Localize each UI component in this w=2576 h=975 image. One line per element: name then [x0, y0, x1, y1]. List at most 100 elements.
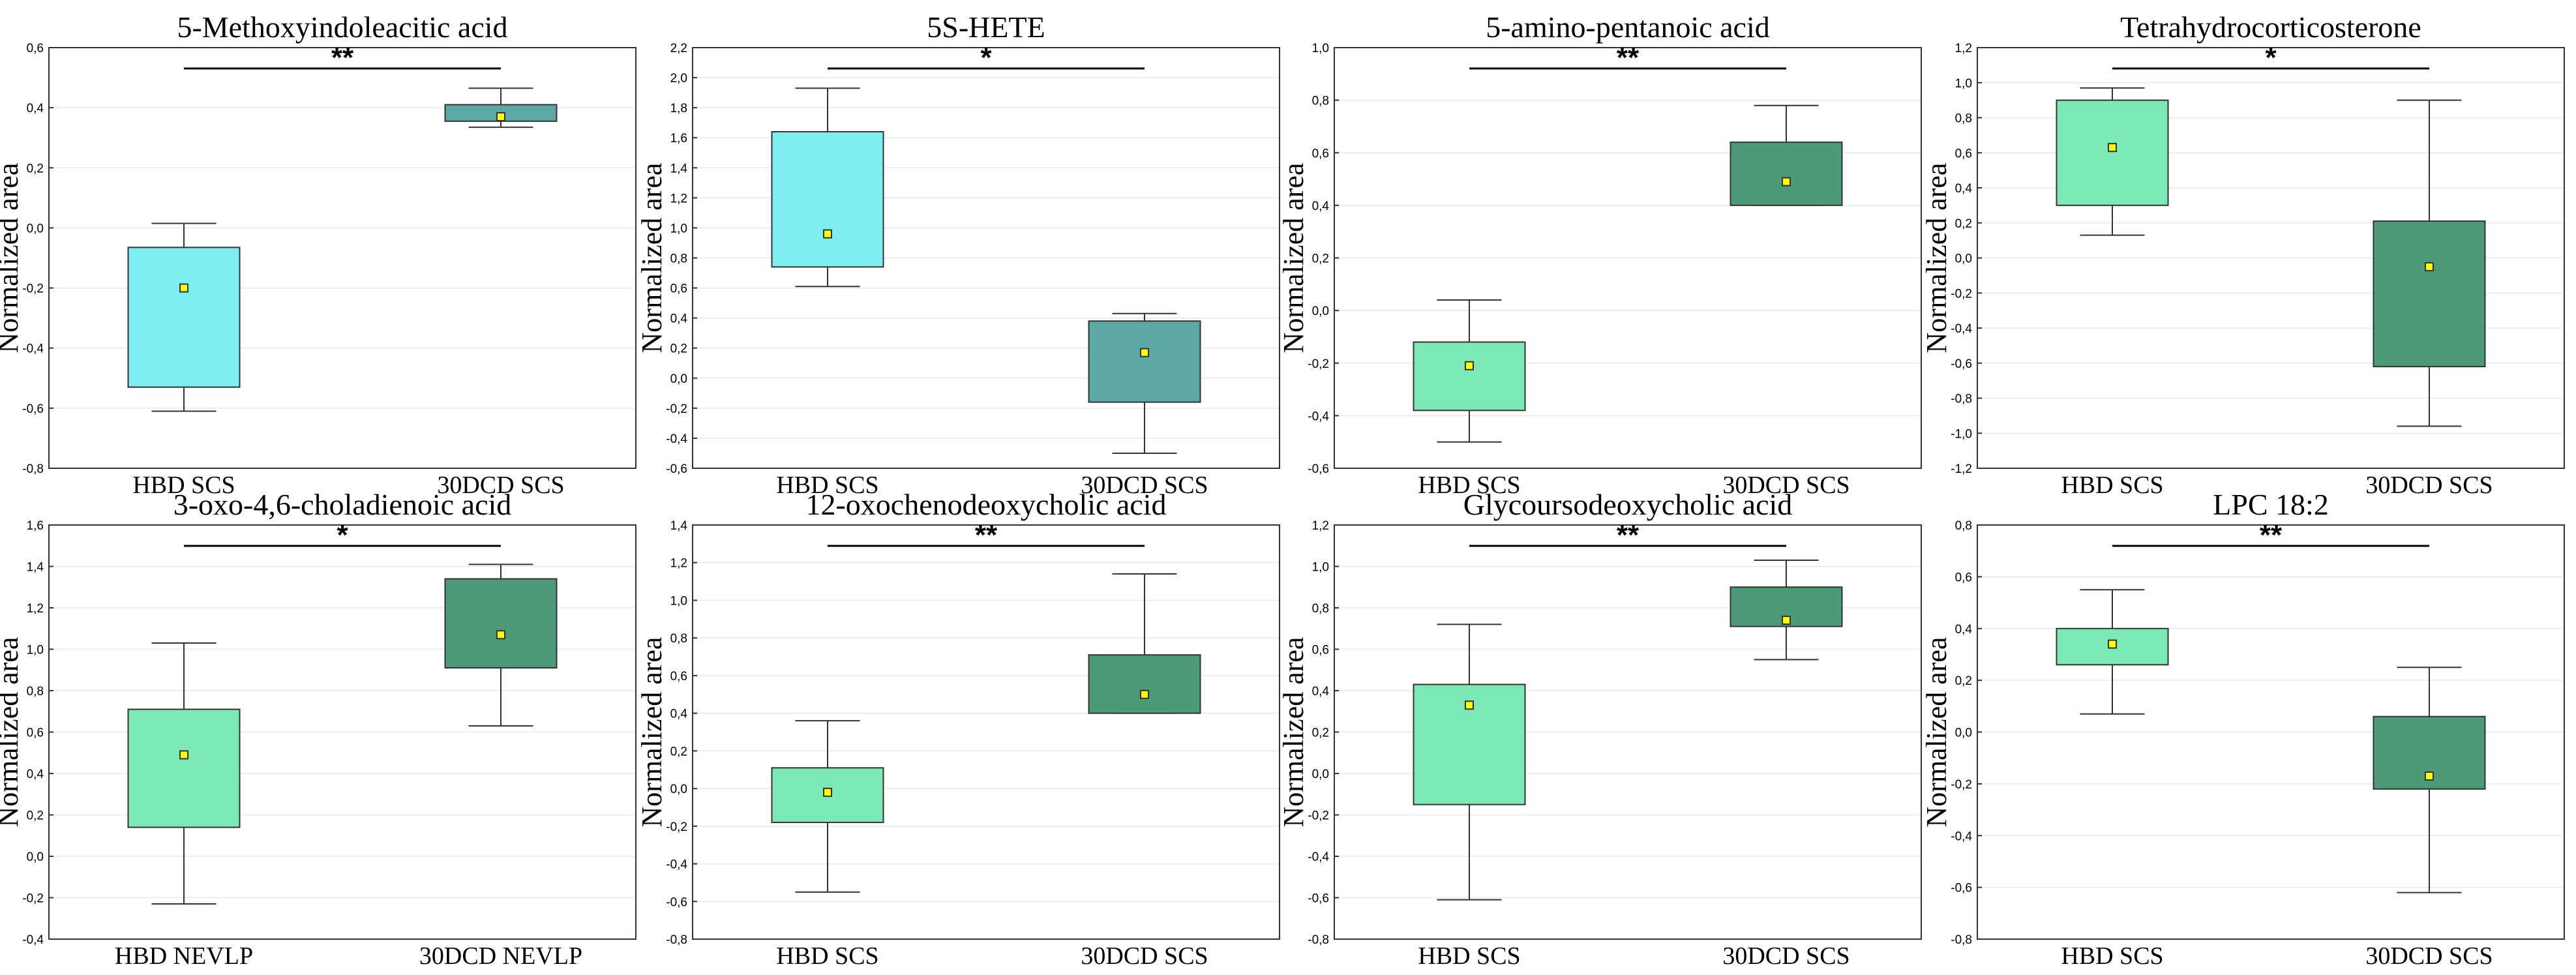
- mean-marker: [179, 283, 188, 293]
- y-tick-label: -0,4: [1951, 830, 1972, 843]
- box-iqr: [444, 578, 558, 669]
- y-axis-label: Normalized area: [636, 637, 668, 828]
- x-category-label: 30DCD SCS: [1081, 942, 1208, 970]
- mean-marker: [1465, 700, 1474, 710]
- y-tick-label: 0,2: [27, 162, 44, 175]
- y-tick-label: -0,4: [666, 432, 687, 446]
- chart-panel-5: -0,4 -0,2 0,0 0,2 0,4 0,6 0,8 1,0 1,2 1,4 1,6 3-oxo…: [0, 488, 637, 970]
- y-tick-label: 0,2: [1955, 674, 1972, 688]
- y-tick-label: -0,6: [22, 402, 44, 416]
- y-tick-label: -0,6: [1951, 882, 1972, 895]
- plot-frame: [1977, 47, 2565, 469]
- y-tick-label: -1,2: [1951, 462, 1972, 476]
- plot-frame: [48, 47, 637, 469]
- y-tick-label: -0,6: [1308, 462, 1329, 476]
- y-tick-label: -0,2: [22, 282, 44, 296]
- x-category-label: HBD SCS: [776, 472, 878, 499]
- y-axis-label: Normalized area: [1278, 637, 1310, 828]
- y-tick-label: -0,2: [1951, 287, 1972, 301]
- chart-panel-1: -0,8 -0,6 -0,4 -0,2 0,0 0,2 0,4 0,6 5-Methoxyind…: [0, 10, 637, 499]
- y-tick-label: -0,2: [666, 820, 687, 834]
- y-tick-label: -0,6: [1308, 892, 1329, 906]
- y-tick-label: 0,2: [27, 809, 44, 823]
- y-tick-label: 0,6: [27, 42, 44, 55]
- mean-marker: [496, 630, 505, 640]
- significance-label: *: [980, 42, 992, 74]
- mean-marker: [1140, 348, 1149, 357]
- plot-frame: [48, 524, 637, 940]
- significance-label: **: [975, 519, 998, 551]
- y-tick-label: 0,4: [670, 312, 688, 326]
- x-category-label: 30DCD SCS: [2365, 472, 2493, 499]
- y-tick-label: -1,0: [1951, 427, 1972, 441]
- mean-marker: [496, 112, 505, 121]
- mean-marker: [1465, 361, 1474, 370]
- y-tick-label: -0,8: [22, 462, 44, 476]
- chart-title: 5-amino-pentanoic acid: [1486, 10, 1770, 44]
- y-tick-label: -0,8: [666, 933, 687, 947]
- y-tick-label: 0,6: [1312, 147, 1329, 160]
- significance-label: **: [1617, 42, 1640, 74]
- y-tick-label: 1,0: [1955, 77, 1972, 91]
- chart-panel-4: -1,2 -1,0 -0,8 -0,6 -0,4 -0,2 0,0 0,2 0,4 0,6 0,8 1…: [1921, 10, 2565, 499]
- y-tick-label: 0,8: [1955, 519, 1972, 533]
- y-tick-label: -0,4: [1308, 850, 1329, 864]
- y-tick-label: -0,4: [1308, 410, 1329, 423]
- x-category-label: HBD SCS: [1418, 472, 1520, 499]
- box-series-2: [1088, 312, 1201, 454]
- y-tick-label: 0,0: [1312, 768, 1329, 781]
- plot-frame: [1977, 524, 2565, 940]
- y-tick-label: 1,6: [670, 132, 687, 145]
- y-axis-label: Normalized area: [0, 163, 24, 353]
- y-tick-label: 0,2: [670, 745, 687, 758]
- y-tick-label: 0,0: [27, 222, 44, 235]
- y-tick-label: 1,4: [27, 561, 44, 575]
- box-series-1: [2056, 87, 2169, 236]
- mean-marker: [2108, 143, 2117, 153]
- y-tick-label: 0,8: [670, 252, 687, 266]
- y-tick-label: 1,2: [670, 557, 687, 571]
- box-iqr: [1088, 320, 1201, 403]
- mean-marker: [2108, 639, 2117, 649]
- y-tick-label: 1,4: [670, 519, 688, 533]
- y-tick-label: 0,4: [670, 708, 688, 721]
- y-tick-label: 1,6: [27, 519, 44, 533]
- y-tick-label: 1,2: [1312, 519, 1329, 533]
- y-tick-label: -0,6: [666, 895, 687, 909]
- y-tick-label: -0,4: [666, 858, 687, 872]
- plot-frame: [1334, 524, 1922, 940]
- x-category-label: 30DCD SCS: [1081, 472, 1208, 499]
- box-series-1: [127, 642, 241, 905]
- box-series-1: [1413, 623, 1526, 901]
- box-series-2: [1088, 573, 1201, 714]
- significance-label: *: [2265, 42, 2277, 74]
- y-tick-label: 1,0: [27, 644, 44, 657]
- y-tick-label: -0,6: [666, 462, 687, 476]
- y-tick-label: 0,6: [1955, 571, 1972, 584]
- chart-title: LPC 18:2: [2213, 488, 2329, 521]
- y-tick-label: 2,2: [670, 42, 687, 55]
- box-series-1: [127, 222, 241, 412]
- y-tick-label: 1,8: [670, 102, 687, 115]
- y-tick-label: 1,2: [27, 602, 44, 616]
- chart-title: 3-oxo-4,6-choladienoic acid: [173, 488, 512, 521]
- y-axis-label: Normalized area: [1921, 637, 1953, 828]
- y-axis-label: Normalized area: [1278, 163, 1310, 353]
- y-tick-label: 1,2: [670, 192, 687, 205]
- box-iqr: [1088, 654, 1201, 714]
- y-tick-label: 0,2: [670, 342, 687, 356]
- box-series-2: [2373, 667, 2486, 893]
- y-tick-label: -0,4: [22, 933, 44, 947]
- x-category-label: 30DCD SCS: [1722, 472, 1850, 499]
- mean-marker: [179, 750, 188, 760]
- y-tick-label: 0,4: [27, 768, 44, 781]
- box-series-2: [444, 87, 558, 128]
- y-tick-label: 0,6: [1955, 147, 1972, 160]
- y-tick-label: -0,2: [1951, 778, 1972, 792]
- y-tick-label: -0,4: [1951, 322, 1972, 336]
- x-category-label: HBD SCS: [2061, 942, 2163, 970]
- y-tick-label: 0,6: [27, 727, 44, 740]
- x-category-label: HBD NEVLP: [115, 942, 253, 970]
- significance-label: **: [2260, 519, 2283, 551]
